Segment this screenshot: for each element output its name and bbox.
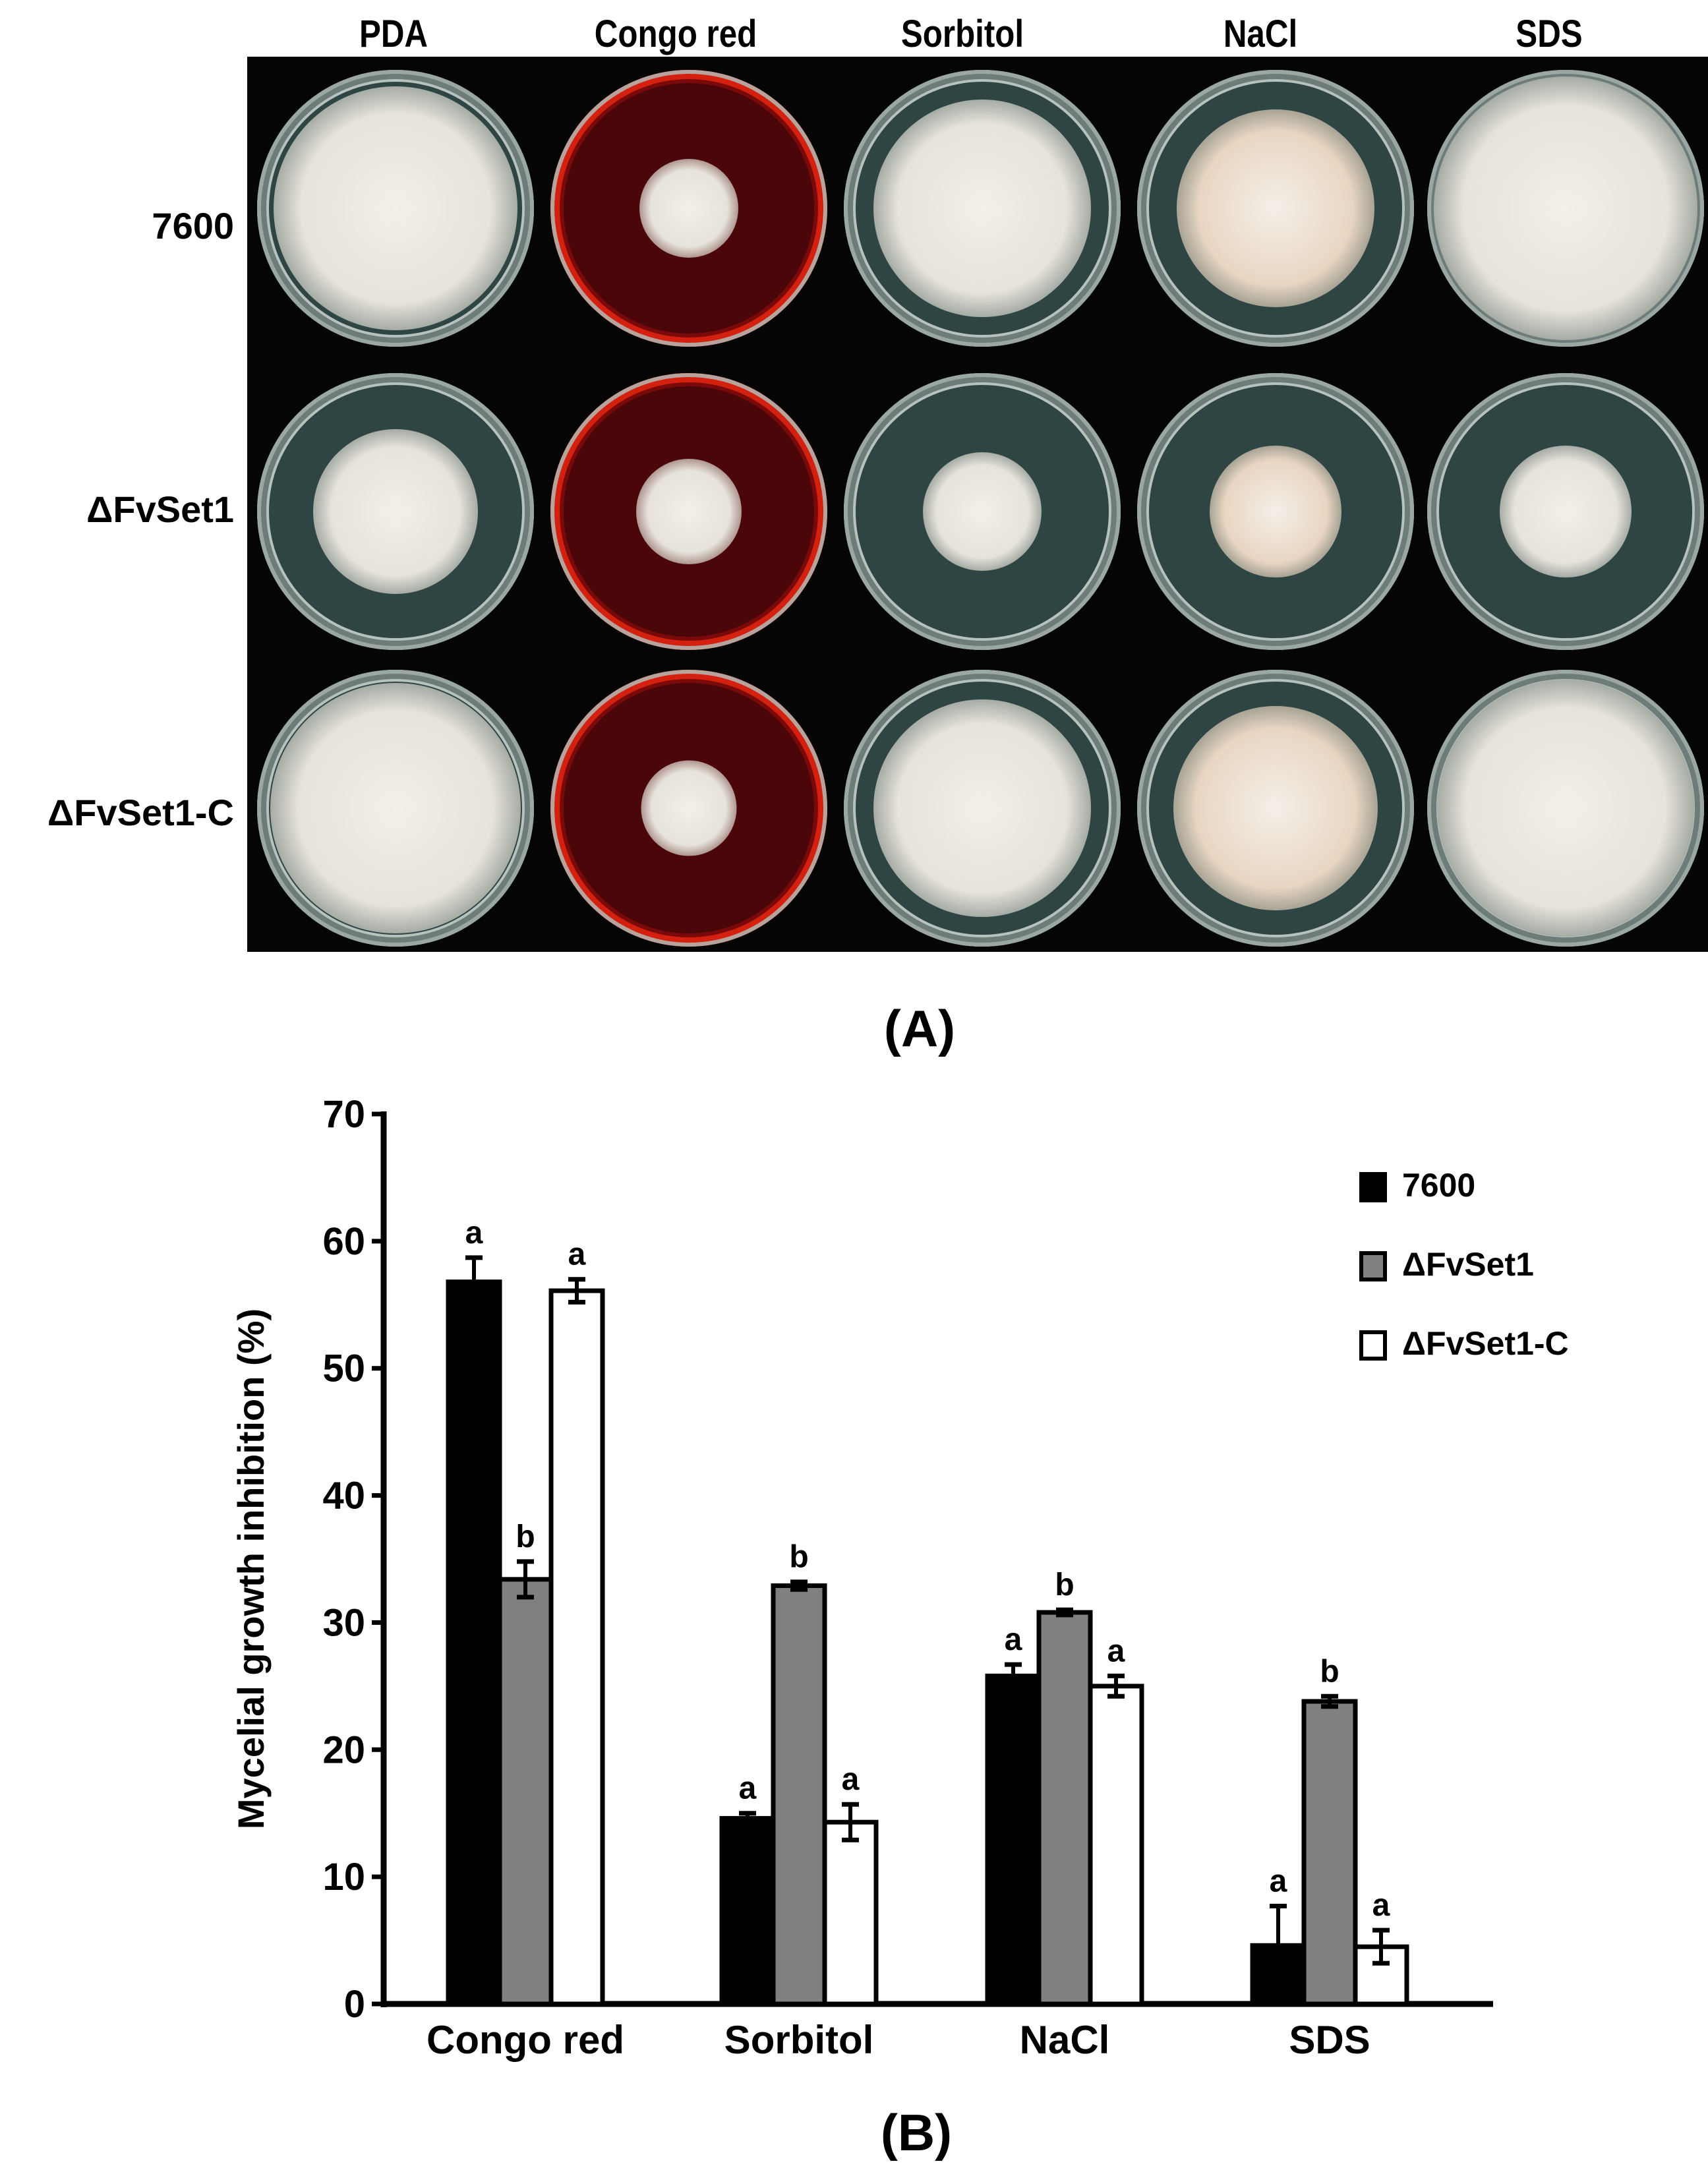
bar-7600-Congo red: [446, 1279, 502, 2007]
y-tick-label: 20: [322, 1728, 365, 1771]
bar-ΔFvSet1-Congo red: [497, 1577, 554, 2007]
fungal-colony: [639, 159, 738, 258]
fungal-colony: [923, 452, 1042, 571]
bar-ΔFvSet1-SDS: [1301, 1699, 1358, 2007]
fungal-colony: [873, 699, 1091, 917]
legend-label: 7600: [1402, 1167, 1475, 1204]
fungal-colony: [274, 86, 517, 330]
fungal-colony: [1500, 446, 1632, 577]
column-header-pda: PDA: [359, 13, 428, 55]
panel-b-label: (B): [880, 2103, 953, 2161]
significance-letter: b: [1320, 1654, 1339, 1689]
column-header-sorbitol: Sorbitol: [900, 13, 1024, 55]
plate-delta-FvSet1-congo-red: [550, 373, 827, 650]
significance-letter: a: [1005, 1622, 1022, 1657]
legend-label: ΔFvSet1-C: [1402, 1325, 1569, 1362]
bar-ΔFvSet1-C-Sorbitol: [822, 1819, 879, 2007]
bar-ΔFvSet1-C-Congo red: [548, 1288, 605, 2007]
x-tick-label: SDS: [1289, 2018, 1370, 2062]
panel-a-label: (A): [883, 999, 956, 1057]
x-tick-label: Congo red: [427, 2018, 624, 2062]
plate-7600-sorbitol: [844, 70, 1121, 347]
fungal-colony: [270, 683, 521, 933]
plate-photo-grid: [247, 57, 1708, 952]
y-axis-label: Mycelial growth inhibition (%): [230, 1309, 272, 1829]
significance-letter: a: [465, 1216, 483, 1250]
fungal-colony: [1177, 109, 1374, 307]
plate-7600-sds: [1427, 70, 1704, 347]
significance-letter: a: [1270, 1864, 1287, 1899]
fungal-colony: [1437, 680, 1694, 937]
plate-delta-FvSet1-C-pda: [257, 670, 534, 947]
y-tick-label: 30: [322, 1601, 365, 1644]
x-tick-label: NaCl: [1020, 2018, 1110, 2062]
y-tick-label: 10: [322, 1856, 365, 1898]
bar-ΔFvSet1-NaCl: [1036, 1610, 1093, 2007]
legend-swatch: [1359, 1330, 1387, 1361]
plate-7600-congo-red: [550, 70, 827, 347]
significance-letter: b: [789, 1540, 808, 1575]
plate-delta-FvSet1-C-nacl: [1137, 670, 1414, 947]
plate-delta-FvSet1-C-sorbitol: [844, 670, 1121, 947]
plate-delta-FvSet1-sorbitol: [844, 373, 1121, 650]
y-tick-label: 0: [344, 1983, 365, 2026]
column-header-congo-red: Congo red: [594, 13, 757, 55]
significance-letter: b: [515, 1519, 535, 1554]
column-header-nacl: NaCl: [1223, 13, 1298, 55]
plate-delta-FvSet1-C-sds: [1427, 670, 1704, 947]
fungal-colony: [873, 100, 1091, 317]
significance-letter: a: [568, 1237, 586, 1272]
bar-7600-NaCl: [985, 1673, 1042, 2007]
significance-letter: b: [1055, 1568, 1074, 1603]
bar-ΔFvSet1-C-NaCl: [1088, 1684, 1144, 2007]
significance-letter: a: [1107, 1633, 1125, 1668]
y-tick-label: 50: [322, 1347, 365, 1390]
legend-label: ΔFvSet1: [1402, 1246, 1534, 1283]
fungal-colony: [641, 760, 737, 856]
plate-7600-nacl: [1137, 70, 1414, 347]
significance-letter: a: [1372, 1888, 1390, 1923]
significance-letter: a: [842, 1762, 860, 1797]
plate-delta-FvSet1-sds: [1427, 373, 1704, 650]
significance-letter: a: [739, 1771, 757, 1806]
bar-7600-Sorbitol: [719, 1815, 776, 2007]
bar-chart: 0 10 20 30 40 50 60 70 Mycelial growth inhibitio…: [230, 1093, 1569, 2062]
plate-7600-pda: [257, 70, 534, 347]
column-header-sds: SDS: [1516, 13, 1583, 55]
row-header-2: ΔFvSet1-C: [47, 792, 234, 833]
fungal-colony: [313, 429, 478, 594]
y-tick-label: 60: [322, 1220, 365, 1263]
y-tick-label: 40: [322, 1475, 365, 1517]
legend-swatch: [1359, 1172, 1387, 1202]
plate-delta-FvSet1-pda: [257, 373, 534, 650]
plate-delta-FvSet1-nacl: [1137, 373, 1414, 650]
fungal-colony: [1434, 76, 1697, 340]
plate-delta-FvSet1-C-congo-red: [550, 670, 827, 947]
row-header-0: 7600: [152, 205, 234, 247]
x-tick-label: Sorbitol: [724, 2018, 874, 2062]
bar-ΔFvSet1-Sorbitol: [771, 1583, 827, 2007]
legend-swatch: [1359, 1251, 1387, 1281]
row-header-1: ΔFvSet1: [86, 488, 234, 530]
fungal-colony: [1173, 706, 1378, 910]
fungal-colony: [636, 459, 742, 564]
fungal-colony: [1210, 446, 1341, 577]
bar-7600-SDS: [1250, 1943, 1307, 2007]
y-tick-label: 70: [322, 1093, 365, 1136]
